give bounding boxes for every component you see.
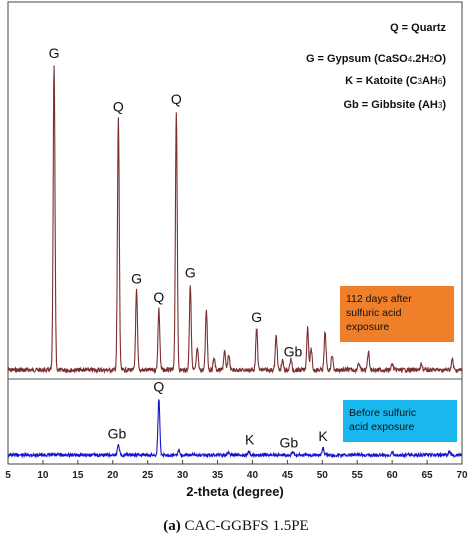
- legend-entry: Q = Quartz: [390, 22, 446, 34]
- peak-label: G: [49, 45, 60, 61]
- x-axis: 5 10 15 20 25 30 35 40 45 50 55 60 65 70 2-theta (degr…: [5, 1, 468, 499]
- peak-label: Q: [171, 91, 182, 107]
- x-tick-label: 30: [177, 470, 189, 481]
- peak-label: K: [245, 432, 255, 448]
- series-layer: [7, 65, 463, 459]
- x-tick-label: 25: [142, 470, 154, 481]
- x-tick-label: 50: [317, 470, 329, 481]
- x-tick-label: 70: [456, 470, 468, 481]
- series-line-1: [7, 65, 463, 375]
- plot-frame: [7, 1, 463, 465]
- peak-label: Gb: [284, 344, 303, 360]
- figure-caption: (a) CAC-GGBFS 1.5PE: [0, 518, 472, 535]
- x-tick-label: 10: [37, 470, 49, 481]
- peak-label: G: [185, 265, 196, 281]
- series-annotation-text: acid exposure: [349, 421, 415, 433]
- peak-label: Q: [153, 289, 164, 305]
- series-annotation-text: 112 days after: [346, 293, 412, 305]
- legend-entry: G = Gypsum (CaSO4.2H2O): [306, 53, 446, 65]
- series-annotation-text: Before sulfuric: [349, 407, 416, 419]
- x-tick-label: 20: [107, 470, 119, 481]
- chart-legend: Q = Quartz G = Gypsum (CaSO4.2H2O) K = Kat…: [306, 22, 447, 111]
- x-tick-label: 45: [282, 470, 294, 481]
- peak-label: Q: [153, 379, 164, 395]
- peak-label: Q: [113, 98, 124, 114]
- peak-label: Gb: [279, 435, 298, 451]
- caption-label: (a): [163, 518, 181, 534]
- x-tick-label: 40: [247, 470, 259, 481]
- x-tick-label: 15: [72, 470, 84, 481]
- legend-entry: Gb = Gibbsite (AH3): [343, 99, 446, 111]
- peak-label: G: [131, 271, 142, 287]
- series-annotation-box-2: [343, 400, 457, 442]
- caption-text: CAC-GGBFS 1.5PE: [184, 518, 309, 534]
- x-tick-label: 65: [422, 470, 434, 481]
- peak-label: G: [251, 309, 262, 325]
- legend-entry: K = Katoite (C3AH6): [345, 75, 446, 87]
- series-annotation-box-1: [340, 286, 454, 342]
- x-tick-label: 35: [212, 470, 224, 481]
- series-line-2: [7, 399, 463, 459]
- x-tick-label: 5: [5, 470, 11, 481]
- x-axis-title: 2-theta (degree): [186, 484, 284, 499]
- series-annotation-text: sulfuric acid: [346, 307, 402, 319]
- x-tick-label: 55: [352, 470, 364, 481]
- peak-label: Gb: [108, 426, 127, 442]
- xrd-chart: Q = Quartz G = Gypsum (CaSO4.2H2O) K = Kat…: [5, 1, 468, 499]
- series-annotation-text: exposure: [346, 321, 389, 333]
- peak-label: K: [318, 428, 328, 444]
- x-tick-label: 60: [387, 470, 399, 481]
